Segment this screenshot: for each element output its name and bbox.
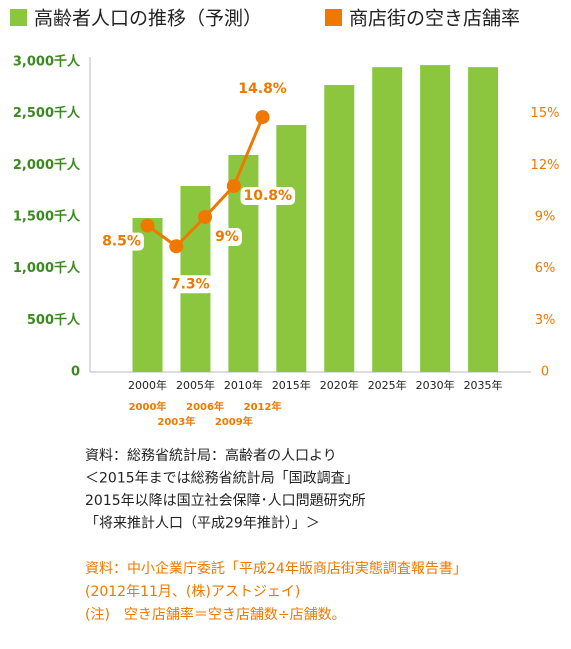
- y-tick-label: 3,000千人: [13, 54, 81, 70]
- y2-tick-label: 6%: [535, 261, 556, 276]
- line-x-label: 2000年: [129, 400, 167, 413]
- data-label-group: 9%: [212, 228, 242, 246]
- source-note: 資料：総務省統計局：高齢者の人口より: [85, 447, 337, 464]
- source-note: 2015年以降は国立社会保障･人口問題研究所: [85, 493, 366, 509]
- bar: [276, 125, 307, 373]
- line-x-label: 2003年: [157, 415, 195, 428]
- data-label-group: 10.8%: [240, 187, 296, 205]
- x-tick-label: 2010年: [224, 378, 263, 392]
- bar: [420, 65, 451, 372]
- survey-note: 資料：中小企業庁委託「平成24年版商店街実態調査報告書」: [85, 560, 467, 577]
- bar: [372, 67, 403, 373]
- line-x-label: 2012年: [244, 400, 282, 413]
- data-label: 8.5%: [102, 234, 141, 250]
- data-label-bg: [240, 187, 296, 205]
- y2-tick-label: 15%: [531, 106, 560, 121]
- data-label-group: 7.3%: [167, 275, 213, 294]
- legend-swatch: [10, 9, 27, 26]
- line-point: [226, 179, 241, 193]
- x-tick-label: 2015年: [272, 378, 311, 392]
- y-tick-label: 2,500千人: [13, 105, 81, 121]
- y-tick-label: 500千人: [27, 312, 81, 328]
- line-point: [198, 210, 213, 224]
- data-label: 7.3%: [171, 276, 210, 292]
- bar: [324, 85, 355, 372]
- x-tick-label: 2020年: [320, 378, 359, 392]
- data-label-bg: [235, 80, 290, 99]
- source-note: 「将来推計人口（平成29年推計）」＞: [85, 516, 320, 532]
- data-label-bg: [212, 228, 242, 246]
- data-label-group: 8.5%: [99, 232, 144, 251]
- data-label-group: 14.8%: [235, 80, 290, 99]
- y2-tick-label: 12%: [531, 158, 560, 173]
- y-tick-label: 1,000千人: [13, 260, 81, 276]
- x-tick-label: 2000年: [128, 378, 167, 392]
- line-point: [255, 110, 270, 125]
- legend-label: 高齢者人口の推移（予測）: [34, 8, 262, 30]
- data-label: 14.8%: [238, 81, 287, 97]
- line-x-label: 2006年: [186, 400, 224, 413]
- x-tick-label: 2025年: [368, 378, 407, 392]
- x-tick-label: 2035年: [464, 378, 503, 392]
- y2-tick-label: 3%: [535, 313, 556, 328]
- line-point: [169, 239, 184, 254]
- line-x-label: 2009年: [215, 415, 253, 428]
- source-note: ＜2015年までは総務省統計局「国政調査」: [85, 471, 359, 487]
- x-tick-label: 2030年: [416, 378, 455, 392]
- x-tick-label: 2005年: [176, 378, 215, 392]
- legend-label: 商店街の空き店舗率: [349, 8, 520, 30]
- survey-note: (2012年11月、(株)アストジェイ): [85, 584, 300, 600]
- data-label: 10.8%: [244, 188, 293, 204]
- data-label-bg: [99, 232, 144, 251]
- line-point: [140, 218, 155, 233]
- bar: [468, 67, 499, 373]
- data-label: 9%: [215, 229, 239, 245]
- legend-swatch: [325, 9, 342, 26]
- survey-note: (注) 空き店舗率＝空き店舗数÷店舗数。: [85, 606, 346, 623]
- y-tick-label: 2,000千人: [13, 157, 81, 173]
- y-tick-label: 0: [71, 365, 80, 380]
- data-label-bg: [167, 275, 213, 294]
- y2-tick-label: 0: [541, 365, 549, 380]
- y-tick-label: 1,500千人: [13, 209, 81, 225]
- y2-tick-label: 9%: [535, 210, 556, 225]
